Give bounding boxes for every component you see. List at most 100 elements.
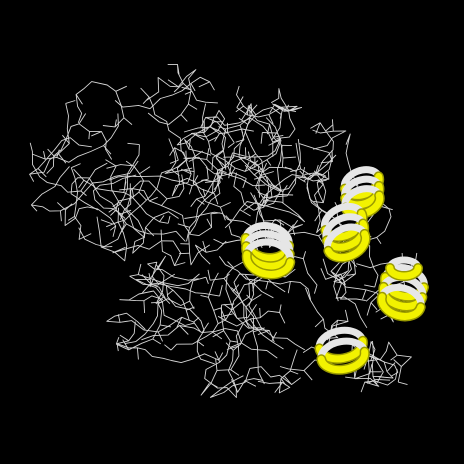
bond-branch xyxy=(340,273,346,285)
bond-chain xyxy=(244,122,334,192)
bond-chain xyxy=(147,261,220,297)
helix-ribbon-front xyxy=(386,264,422,280)
bond-chain xyxy=(164,156,209,180)
bond-branch xyxy=(143,300,146,314)
bond-branch xyxy=(320,268,327,280)
bond-branch xyxy=(119,334,129,342)
bond-branch xyxy=(270,183,282,191)
bond-chain xyxy=(236,85,284,168)
bond-branch xyxy=(215,150,224,158)
bond-branch xyxy=(275,218,285,226)
bond-branch xyxy=(292,228,296,236)
bond-branch xyxy=(287,281,291,294)
bond-branch xyxy=(282,156,296,159)
bond-branch xyxy=(314,318,324,328)
bond-chain xyxy=(141,273,200,299)
bond-branch xyxy=(123,181,127,193)
bond-chain xyxy=(116,263,165,351)
bond-branch xyxy=(123,117,133,125)
bond-branch xyxy=(315,164,319,173)
bond-chain xyxy=(78,174,137,247)
bond-branch xyxy=(272,138,282,143)
bond-branch xyxy=(59,210,62,222)
bond-chain xyxy=(75,81,125,128)
bond-branch xyxy=(174,262,186,267)
bond-branch xyxy=(386,362,396,372)
bond-branch xyxy=(271,331,277,342)
bond-branch xyxy=(244,161,250,172)
bond-branch xyxy=(232,152,245,157)
bond-branch xyxy=(325,124,334,132)
bond-branch xyxy=(330,262,340,272)
bond-branch xyxy=(344,309,349,322)
bond-branch xyxy=(167,215,171,224)
bond-branch xyxy=(227,142,235,148)
bond-branch xyxy=(249,160,259,169)
bond-branch xyxy=(101,246,113,248)
bond-chain xyxy=(165,286,215,365)
bond-branch xyxy=(122,339,130,351)
bond-branch xyxy=(279,109,284,119)
bond-branch xyxy=(215,358,218,371)
bond-branch xyxy=(105,159,117,167)
bond-chain xyxy=(114,76,215,110)
bond-branch xyxy=(360,381,366,393)
bond-chain xyxy=(190,109,226,138)
bond-branch xyxy=(225,215,232,223)
bond-branch xyxy=(196,198,205,205)
bond-branch xyxy=(78,113,87,125)
bond-chain xyxy=(126,183,179,254)
helix-ribbon-back xyxy=(323,223,369,255)
bond-chain xyxy=(238,107,283,173)
bond-branch xyxy=(238,156,247,159)
bond-branch xyxy=(218,126,226,130)
bond-chain xyxy=(303,170,327,204)
bond-branch xyxy=(200,294,209,298)
bond-branch xyxy=(235,139,245,143)
bond-chain xyxy=(146,69,197,125)
bond-chain xyxy=(140,87,188,161)
bond-branch xyxy=(214,133,220,142)
bond-chain xyxy=(46,123,113,174)
bond-branch xyxy=(257,330,270,336)
bond-branch xyxy=(198,81,210,88)
bond-branch xyxy=(230,369,240,376)
bond-chain xyxy=(100,138,177,225)
bond-branch xyxy=(274,382,283,393)
helix-ribbon-back xyxy=(317,337,369,363)
bond-branch xyxy=(145,227,155,237)
bond-chain xyxy=(255,138,301,199)
helix-ribbon-front xyxy=(317,348,369,374)
bond-branch xyxy=(296,176,306,183)
bond-branch xyxy=(239,125,244,134)
bond-branch xyxy=(152,338,162,345)
bond-branch xyxy=(393,359,402,367)
helix-ribbon-back xyxy=(315,326,367,352)
bond-chain xyxy=(210,277,265,385)
bond-branch xyxy=(230,342,242,348)
bond-branch xyxy=(266,159,272,166)
bond-branch xyxy=(188,185,193,195)
bond-branch xyxy=(142,96,150,105)
bond-branch xyxy=(184,90,193,95)
bond-chain xyxy=(270,88,296,139)
bond-branch xyxy=(164,344,172,351)
bond-chain xyxy=(135,255,171,305)
bond-branch xyxy=(370,302,378,310)
bond-branch xyxy=(208,136,218,142)
wireframe-residues xyxy=(29,64,418,398)
bond-branch xyxy=(301,166,306,177)
bond-branch xyxy=(155,296,164,305)
bond-branch xyxy=(269,185,273,198)
bond-branch xyxy=(252,280,256,292)
bond-branch xyxy=(31,204,38,212)
bond-chain xyxy=(170,272,219,351)
bond-branch xyxy=(114,119,117,127)
helix-2 xyxy=(320,202,371,263)
bond-branch xyxy=(173,82,184,93)
bond-branch xyxy=(263,199,269,207)
bond-branch xyxy=(110,209,117,216)
bond-chain xyxy=(64,203,117,237)
